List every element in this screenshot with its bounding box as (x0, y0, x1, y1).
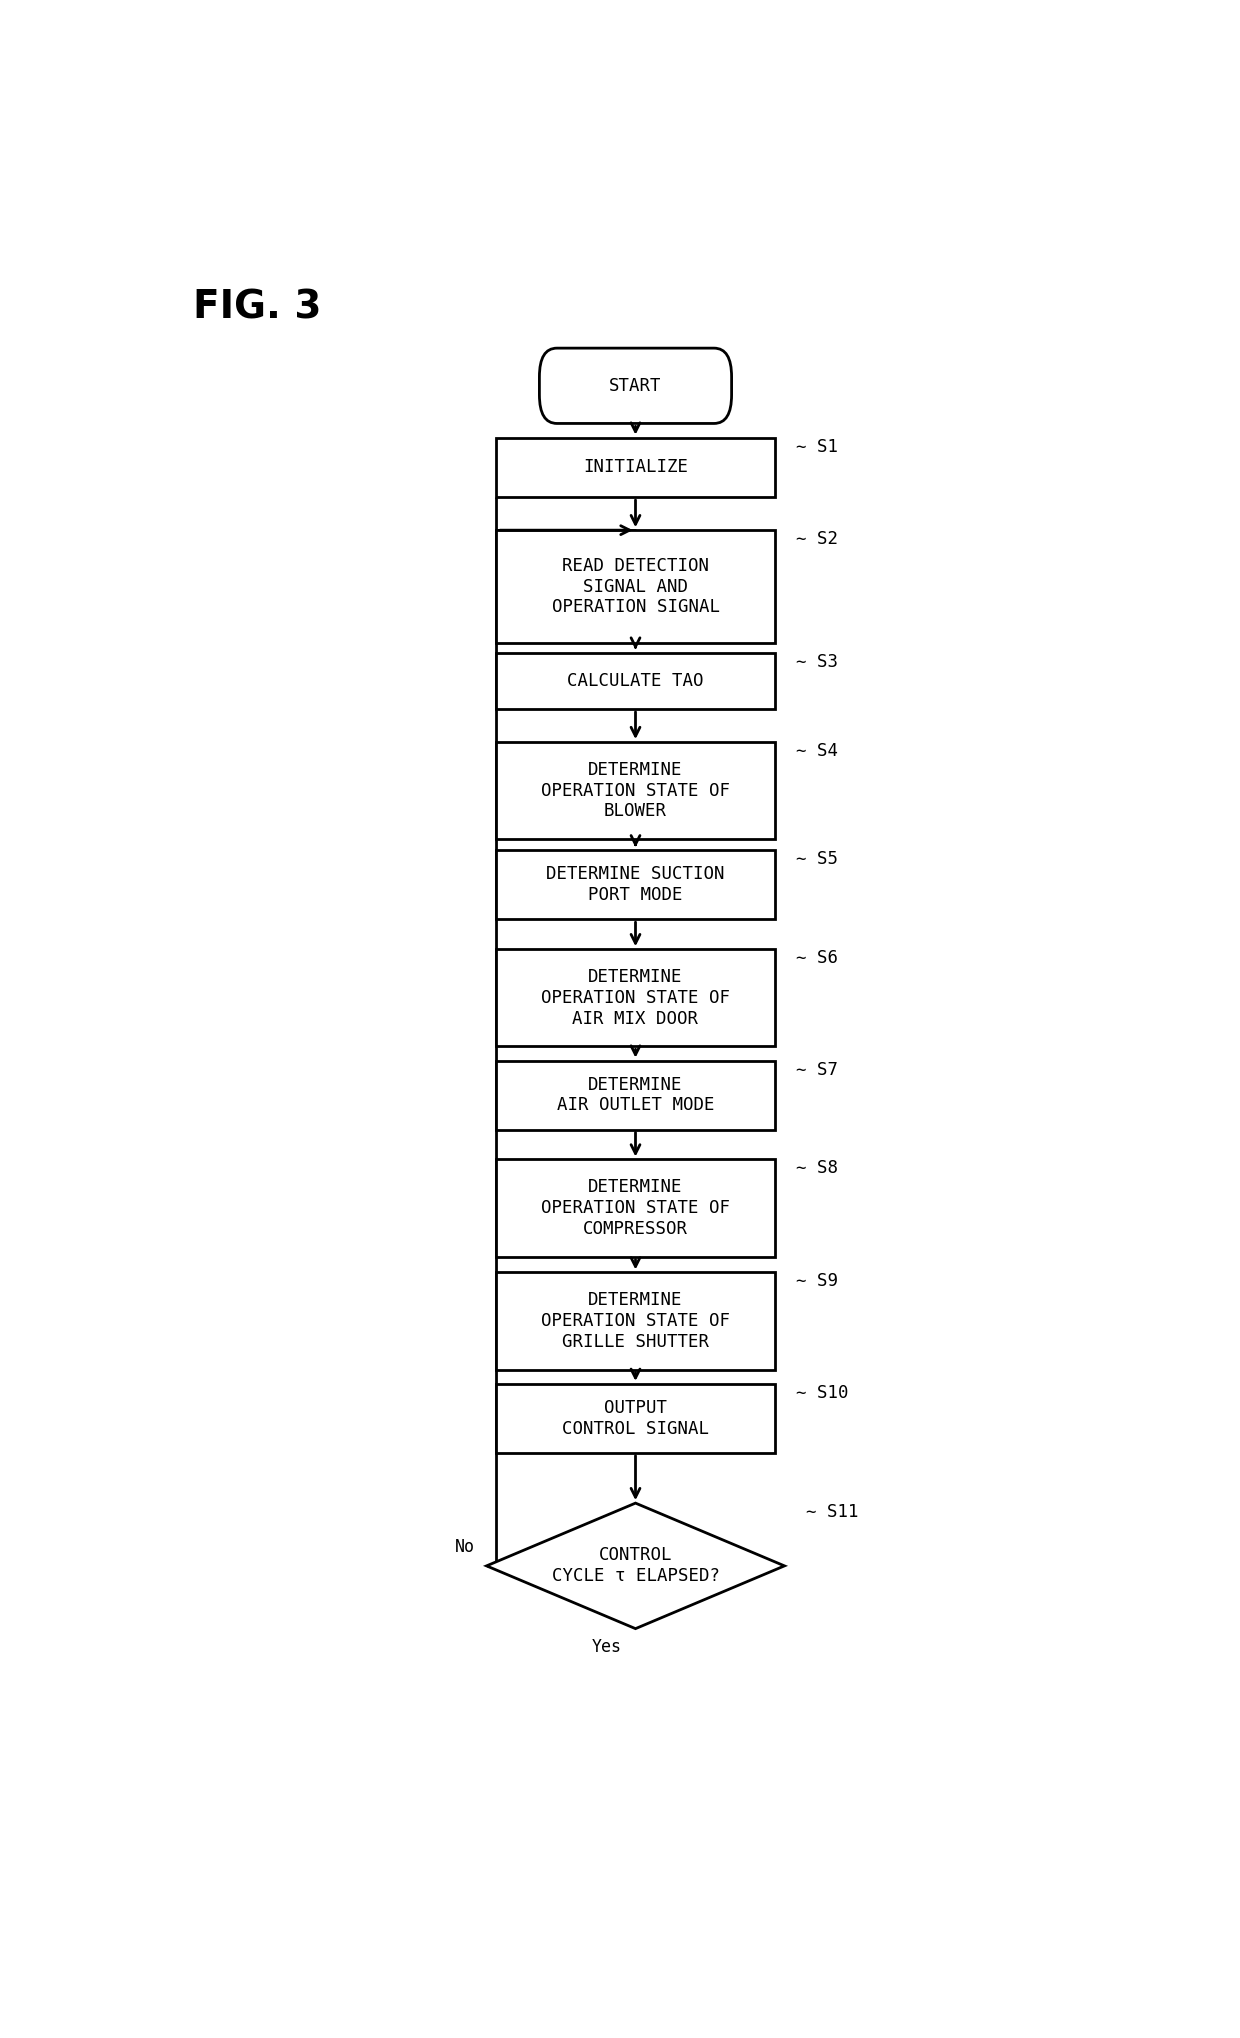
Text: ∼ S1: ∼ S1 (796, 438, 838, 457)
Bar (496, 1272, 775, 1370)
Bar (496, 1384, 775, 1453)
Text: DETERMINE
OPERATION STATE OF
AIR MIX DOOR: DETERMINE OPERATION STATE OF AIR MIX DOO… (541, 968, 730, 1027)
Bar (496, 850, 775, 919)
Text: ∼ S5: ∼ S5 (796, 850, 838, 868)
Polygon shape (486, 1504, 785, 1628)
Text: DETERMINE
OPERATION STATE OF
COMPRESSOR: DETERMINE OPERATION STATE OF COMPRESSOR (541, 1178, 730, 1237)
Text: ∼ S6: ∼ S6 (796, 950, 838, 968)
Text: ∼ S3: ∼ S3 (796, 652, 838, 671)
Bar (496, 1160, 775, 1257)
Text: DETERMINE
AIR OUTLET MODE: DETERMINE AIR OUTLET MODE (557, 1076, 714, 1115)
Text: DETERMINE
OPERATION STATE OF
GRILLE SHUTTER: DETERMINE OPERATION STATE OF GRILLE SHUT… (541, 1292, 730, 1351)
Text: ∼ S4: ∼ S4 (796, 742, 838, 760)
Text: OUTPUT
CONTROL SIGNAL: OUTPUT CONTROL SIGNAL (562, 1398, 709, 1437)
Text: START: START (609, 377, 662, 395)
Bar (496, 530, 775, 644)
Text: ∼ S2: ∼ S2 (796, 530, 838, 548)
Text: ∼ S9: ∼ S9 (796, 1272, 838, 1290)
Text: ∼ S11: ∼ S11 (806, 1504, 858, 1520)
Text: DETERMINE
OPERATION STATE OF
BLOWER: DETERMINE OPERATION STATE OF BLOWER (541, 760, 730, 821)
Text: ∼ S7: ∼ S7 (796, 1060, 838, 1078)
Text: FIG. 3: FIG. 3 (193, 289, 322, 326)
Text: READ DETECTION
SIGNAL AND
OPERATION SIGNAL: READ DETECTION SIGNAL AND OPERATION SIGN… (552, 556, 719, 615)
Bar (496, 438, 775, 497)
Bar (496, 652, 775, 709)
Bar (496, 950, 775, 1045)
FancyBboxPatch shape (539, 348, 732, 424)
Text: CONTROL
CYCLE τ ELAPSED?: CONTROL CYCLE τ ELAPSED? (552, 1547, 719, 1586)
Bar (496, 742, 775, 840)
Text: CALCULATE TAO: CALCULATE TAO (567, 673, 704, 689)
Text: No: No (455, 1539, 475, 1557)
Bar (496, 1060, 775, 1129)
Text: Yes: Yes (591, 1639, 621, 1657)
Text: DETERMINE SUCTION
PORT MODE: DETERMINE SUCTION PORT MODE (547, 866, 724, 905)
Text: INITIALIZE: INITIALIZE (583, 459, 688, 477)
Text: ∼ S10: ∼ S10 (796, 1384, 848, 1402)
Text: ∼ S8: ∼ S8 (796, 1160, 838, 1178)
